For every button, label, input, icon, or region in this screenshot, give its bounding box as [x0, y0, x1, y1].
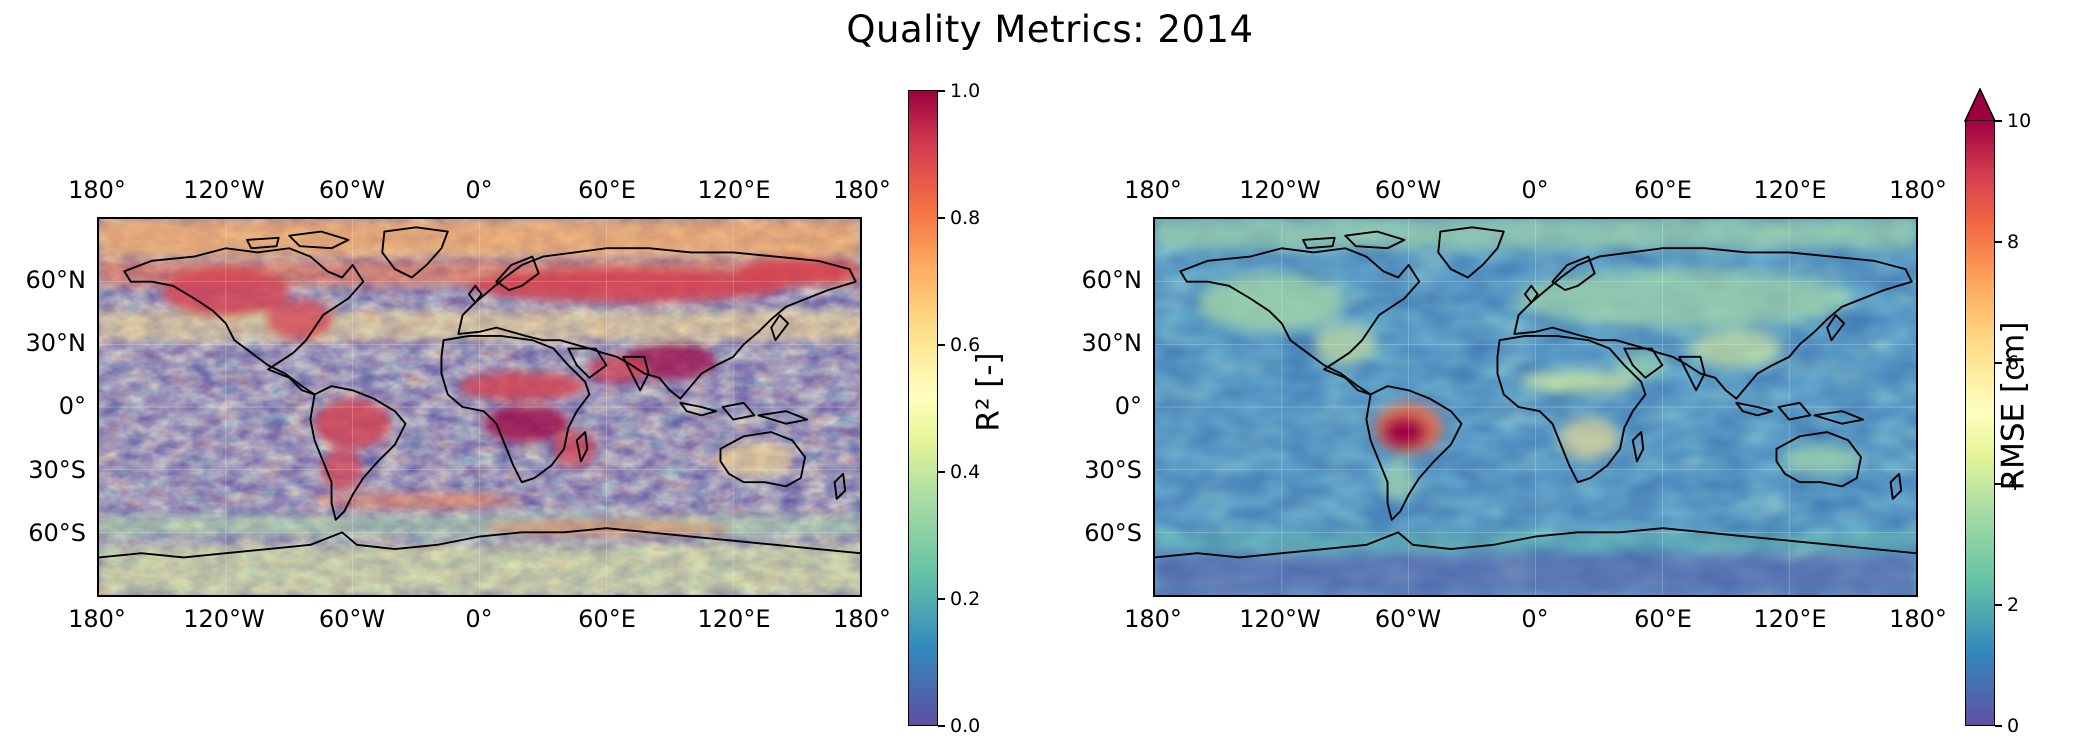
- r2-colorbar-label: R² [-]: [970, 352, 1007, 432]
- lat-tick: 60°S: [1084, 519, 1142, 547]
- lon-tick: 180°: [833, 605, 891, 633]
- lon-tick: 180°: [833, 176, 891, 204]
- colorbar-tick-label: 2: [2007, 594, 2020, 616]
- lon-tick: 60°W: [318, 176, 386, 204]
- lon-tick: 120°E: [1753, 176, 1827, 204]
- lon-tick: 0°: [465, 176, 493, 204]
- lon-tick: 120°W: [1239, 605, 1321, 633]
- lon-tick: 120°W: [1239, 176, 1321, 204]
- colorbar-tick-label: 1.0: [950, 80, 981, 102]
- colorbar-tick-label: 0.8: [950, 207, 981, 229]
- colorbar-tick-label: 0.0: [950, 715, 981, 737]
- lon-tick: 60°E: [1634, 176, 1692, 204]
- lon-tick: 120°E: [697, 176, 771, 204]
- lat-tick: 60°S: [28, 519, 86, 547]
- lat-tick: 0°: [1114, 392, 1142, 420]
- lon-tick: 120°E: [1753, 605, 1827, 633]
- lon-tick: 120°W: [183, 605, 265, 633]
- lon-tick: 0°: [1521, 605, 1549, 633]
- r2-map: [97, 217, 862, 597]
- lon-tick: 180°: [1124, 605, 1182, 633]
- colorbar-tick-label: 10: [2007, 110, 2032, 132]
- lat-tick: 0°: [58, 392, 86, 420]
- lat-tick: 30°N: [25, 329, 87, 357]
- lon-tick: 60°E: [1634, 605, 1692, 633]
- lon-tick: 0°: [1521, 176, 1549, 204]
- rmse-colorbar: [1965, 120, 1995, 726]
- rmse-map-svg: [1155, 219, 1916, 595]
- lon-tick: 60°W: [318, 605, 386, 633]
- rmse-field: [1155, 219, 1916, 595]
- lon-tick: 180°: [1889, 176, 1947, 204]
- colorbar-tick-label: 0.6: [950, 334, 981, 356]
- r2-colorbar: [908, 90, 938, 726]
- rmse-colorbar-label: RMSE [cm]: [1994, 321, 2031, 491]
- lon-tick: 180°: [1889, 605, 1947, 633]
- lat-tick: 30°N: [1081, 329, 1143, 357]
- figure-title: Quality Metrics: 2014: [846, 8, 1254, 51]
- lat-tick: 60°N: [25, 266, 87, 294]
- colorbar-tick-label: 0.4: [950, 461, 981, 483]
- lon-tick: 120°W: [183, 176, 265, 204]
- lon-tick: 120°E: [697, 605, 771, 633]
- lat-tick: 30°S: [28, 456, 86, 484]
- lon-tick: 60°E: [578, 176, 636, 204]
- r2-grid: [99, 219, 860, 595]
- lat-tick: 30°S: [1084, 456, 1142, 484]
- lon-tick: 180°: [68, 605, 126, 633]
- lon-tick: 60°E: [578, 605, 636, 633]
- lon-tick: 60°W: [1374, 176, 1442, 204]
- rmse-colorbar-extend-arrow: [1964, 88, 1996, 122]
- colorbar-tick-label: 0: [2007, 715, 2020, 737]
- lon-tick: 60°W: [1374, 605, 1442, 633]
- colorbar-tick-label: 6: [2007, 352, 2020, 374]
- lon-tick: 0°: [465, 605, 493, 633]
- lon-tick: 180°: [1124, 176, 1182, 204]
- colorbar-tick-label: 0.2: [950, 588, 981, 610]
- rmse-grid: [1155, 219, 1916, 595]
- colorbar-tick-label: 4: [2007, 473, 2020, 495]
- lat-tick: 60°N: [1081, 266, 1143, 294]
- colorbar-tick-label: 8: [2007, 231, 2020, 253]
- lon-tick: 180°: [68, 176, 126, 204]
- r2-map-svg: [99, 219, 860, 595]
- rmse-map: [1153, 217, 1918, 597]
